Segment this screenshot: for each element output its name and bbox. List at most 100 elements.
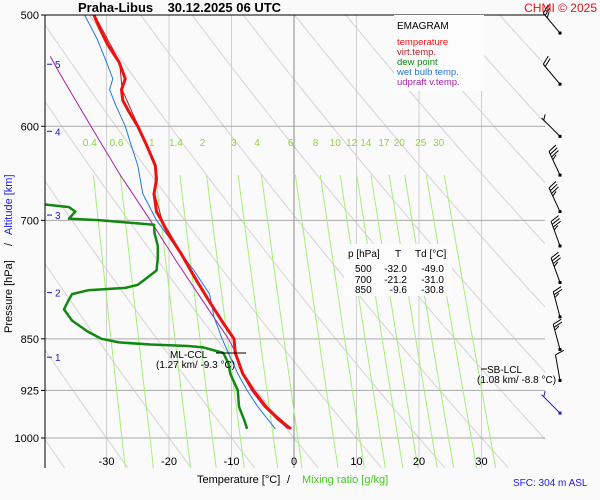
- dry-adiabat: [89, 15, 446, 468]
- levels-table-background: [344, 244, 452, 296]
- y-axis-label-group: Pressure [hPa] / Altitude [km]: [3, 174, 15, 333]
- wind-barb-station: [558, 280, 562, 284]
- x-tick-label: -30: [99, 456, 115, 468]
- mixing-ratio-label: 8: [313, 138, 319, 149]
- table-cell: 850: [355, 285, 372, 296]
- wind-barb-half: [546, 12, 550, 18]
- table-cell: -21.2: [384, 275, 407, 286]
- series-layer: [45, 15, 292, 430]
- wind-barb-full: [548, 181, 557, 189]
- wind-barb-staff: [541, 394, 561, 414]
- table-cell: 500: [355, 264, 372, 275]
- wind-barb: [552, 318, 563, 351]
- wind-barb-station: [558, 173, 562, 177]
- mixing-ratio-line: [237, 175, 279, 468]
- table-cell: -49.0: [421, 264, 444, 275]
- mixing-ratio-line: [92, 175, 126, 468]
- wind-barb: [541, 114, 562, 138]
- legend-item-virt-temp: virt.temp.: [397, 47, 436, 58]
- mixing-ratio-line: [155, 175, 192, 468]
- wind-barb: [550, 251, 562, 284]
- dry-adiabat: [396, 15, 545, 184]
- dry-adiabat: [447, 15, 545, 124]
- y-tick-label: 600: [21, 121, 39, 133]
- wind-barb-station: [558, 315, 562, 319]
- mixing-ratio-line: [339, 175, 386, 468]
- dry-adiabat: [45, 262, 192, 468]
- sb-lcl-label: SB-LCL: [487, 365, 522, 376]
- mixing-ratio-label: 30: [433, 138, 445, 149]
- series-dew-point: [45, 203, 249, 430]
- wind-barb: [542, 55, 562, 86]
- dry-adiabat: [45, 180, 255, 468]
- wind-barb-full: [551, 186, 559, 194]
- wind-barb: [554, 349, 565, 382]
- x-tick-label: 0: [291, 456, 297, 468]
- table-cell: -31.0: [421, 275, 444, 286]
- wind-barb-full: [552, 257, 561, 265]
- wind-barb-half: [554, 325, 560, 331]
- ml-ccl-detail: (1.27 km/ -9.3 °C): [156, 360, 235, 371]
- wind-barb: [548, 181, 562, 214]
- wind-barb-station: [558, 82, 562, 86]
- mixing-ratio-line: [404, 175, 455, 468]
- wind-barb-full: [548, 144, 557, 152]
- x-tick-label: -10: [224, 456, 240, 468]
- x-axis-separator: /: [287, 474, 291, 486]
- wind-barb-staff: [541, 117, 561, 137]
- wind-barb: [550, 215, 562, 248]
- wind-barb-staff: [550, 257, 561, 283]
- legend: EMAGRAM temperature virt.temp. dew point…: [394, 15, 484, 91]
- wind-barb-station: [558, 134, 562, 138]
- wind-barb-half: [552, 154, 557, 160]
- wind-barb-staff: [548, 187, 561, 212]
- mixing-ratio-label: 4: [254, 138, 260, 149]
- table-header-t: T: [395, 249, 401, 260]
- series-udpraft-v-temp: [49, 56, 289, 430]
- wind-barb-full: [552, 286, 562, 293]
- mixing-ratio-label: 1: [149, 138, 155, 149]
- wind-barb-staff: [552, 324, 561, 350]
- wind-barb-full: [553, 321, 563, 328]
- wind-barb-full: [551, 150, 559, 158]
- x-tick-label: 30: [475, 456, 487, 468]
- wind-barb-half: [543, 391, 546, 397]
- levels-table: p [hPa] T Td [°C] 500 -32.0 -49.0 700 -2…: [344, 244, 452, 296]
- wind-barb: [548, 144, 562, 177]
- mixing-ratio-label: 12: [346, 138, 358, 149]
- wind-barb-full: [542, 4, 549, 14]
- x-axis-label: Temperature [°C]: [197, 474, 280, 486]
- mixing-ratio-label: 3: [231, 138, 237, 149]
- table-cell: 700: [355, 275, 372, 286]
- legend-item-temperature: temperature: [397, 37, 448, 48]
- table-cell: -32.0: [384, 264, 407, 275]
- wind-barb: [541, 391, 562, 415]
- wind-barb: [542, 4, 562, 35]
- brand-label: CHMI © 2025: [524, 1, 597, 15]
- altitude-tick-label: 1: [55, 353, 61, 364]
- mixing-ratio-line: [356, 175, 404, 468]
- wind-barb-full: [550, 251, 559, 259]
- mixing-ratio-label: 20: [394, 138, 406, 149]
- mixing-ratio-line: [260, 175, 303, 468]
- mixing-ratio-label: 0.6: [110, 138, 124, 149]
- wind-barb-full: [544, 7, 551, 16]
- sb-lcl-annotation: SB-LCL (1.08 km/ -8.8 °C): [477, 365, 556, 386]
- legend-background: [394, 15, 484, 91]
- y-tick-label: 850: [21, 334, 39, 346]
- dry-adiabat: [45, 23, 382, 468]
- wind-barb-full: [551, 254, 560, 262]
- dry-adiabat: [499, 15, 545, 66]
- wind-barb-staff: [542, 12, 561, 34]
- wind-barb-station: [558, 31, 562, 35]
- altitude-tick-label: 4: [55, 127, 61, 138]
- wind-barb-full: [552, 318, 562, 325]
- legend-title: EMAGRAM: [397, 21, 449, 32]
- wind-barb-full: [552, 220, 561, 228]
- wind-barb-station: [558, 244, 562, 248]
- mixing-ratio-line: [425, 175, 478, 468]
- mixing-ratio-line: [370, 175, 419, 468]
- wind-barb-full: [544, 58, 551, 67]
